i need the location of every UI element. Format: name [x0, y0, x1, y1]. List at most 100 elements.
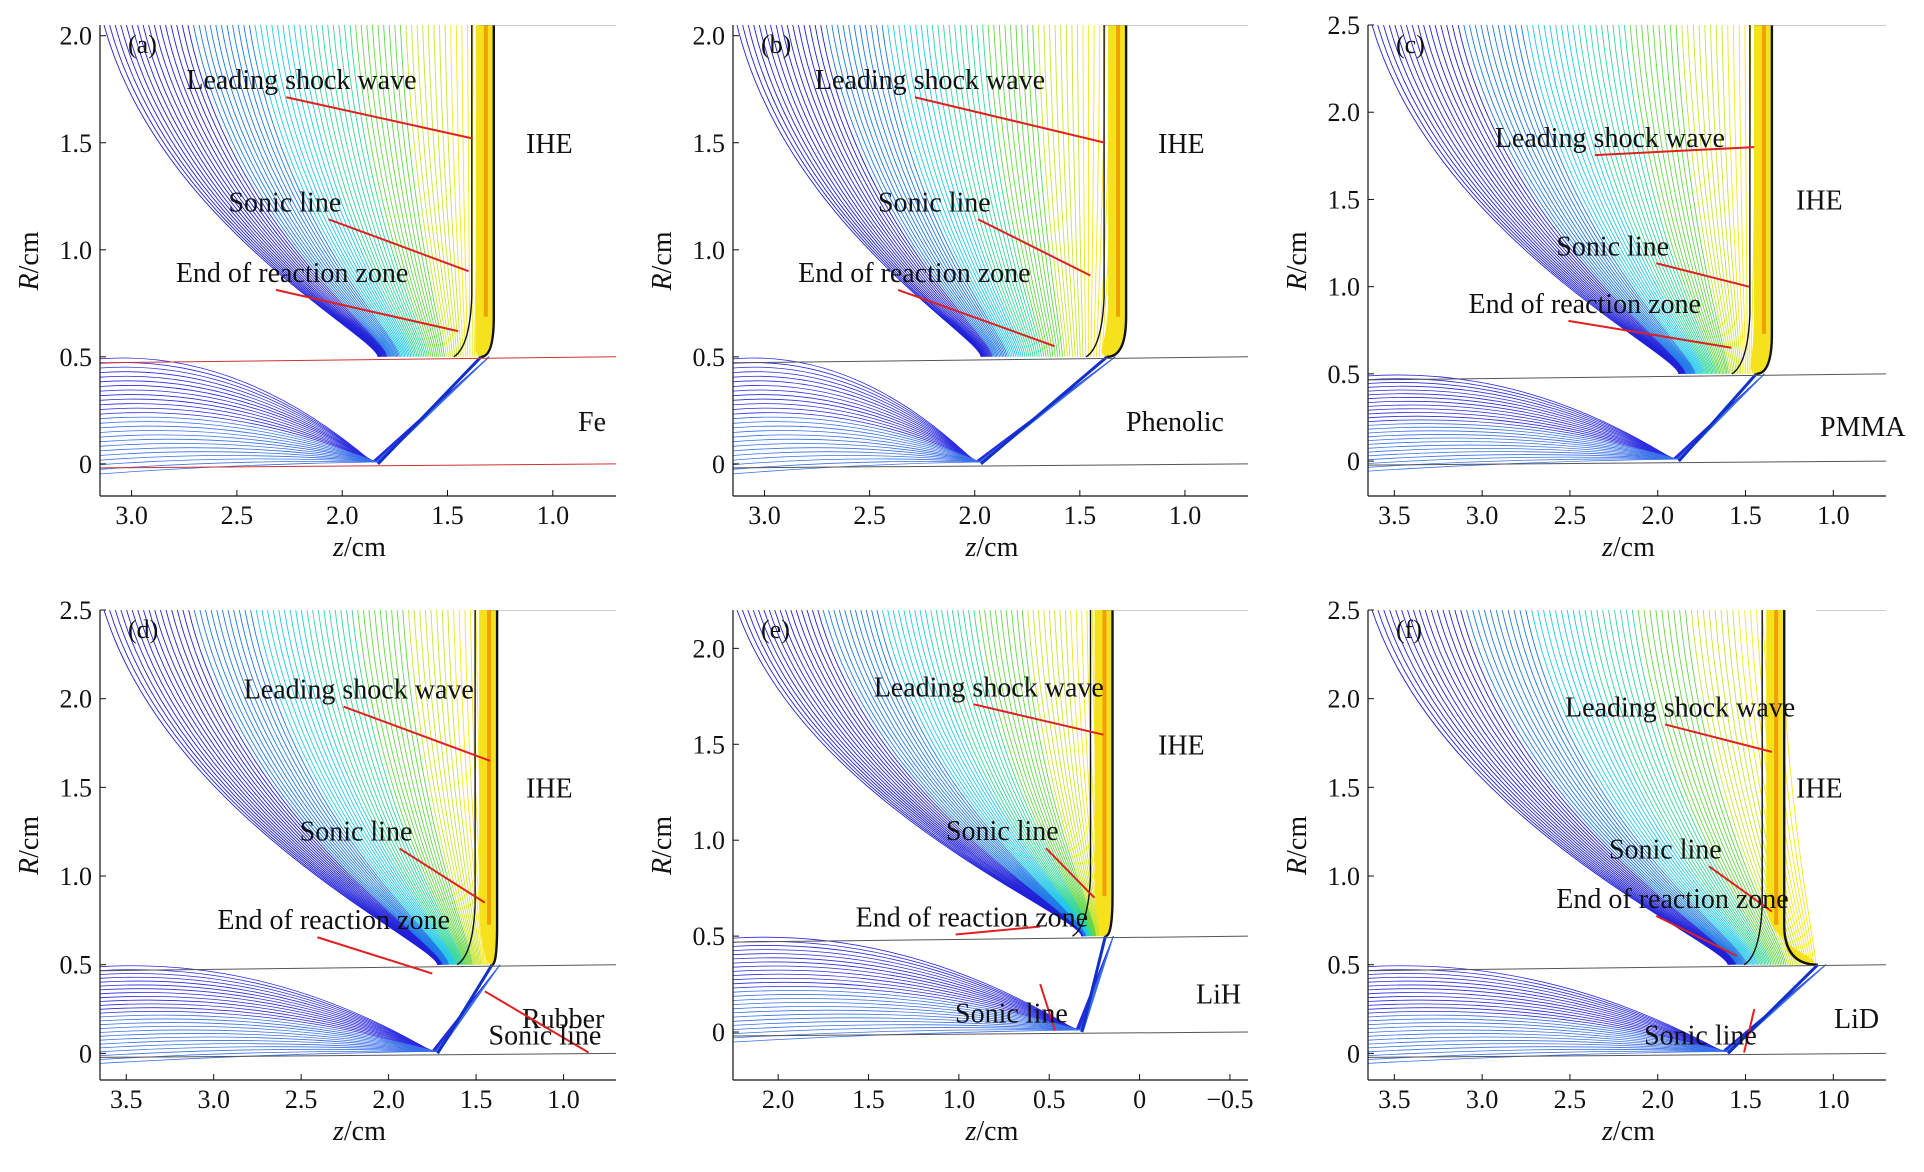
contour-line — [733, 935, 1114, 1035]
contour-field — [1368, 610, 1886, 1064]
contour-line — [344, 25, 426, 357]
contour-line — [837, 25, 996, 357]
annotation-leading-shock-wave: Leading shock wave — [815, 65, 1045, 96]
x-axis-label: z/cm — [1601, 532, 1655, 563]
contour-line — [733, 356, 1116, 463]
contour-line — [1368, 373, 1765, 460]
contour-line — [422, 25, 453, 357]
contour-line — [1060, 25, 1076, 357]
contour-line — [377, 25, 437, 357]
x-tick-label: 1.0 — [943, 1085, 976, 1114]
contour-line — [360, 25, 432, 357]
contour-line — [959, 25, 1034, 357]
contour-line — [100, 964, 501, 1052]
y-tick-label: 2.5 — [1328, 11, 1361, 40]
contour-line — [1032, 610, 1098, 937]
contour-line — [976, 25, 1040, 357]
contour-line — [1054, 25, 1073, 357]
panel-label: (d) — [128, 615, 158, 644]
axis-line — [733, 463, 1248, 469]
ihe-label: IHE — [1158, 730, 1205, 761]
y-tick-label: 0 — [79, 1039, 92, 1068]
contour-line — [1732, 25, 1745, 374]
contour-line — [1584, 610, 1760, 965]
contour-line — [1048, 610, 1099, 937]
contour-line — [338, 25, 425, 357]
contour-line — [227, 610, 447, 965]
annotation-leader — [897, 288, 1055, 348]
annotation-leading-shock-wave: Leading shock wave — [1565, 692, 1795, 723]
contour-line — [419, 610, 476, 965]
x-tick-label: 1.0 — [1817, 1085, 1850, 1114]
reaction-zone-band — [1766, 610, 1816, 965]
contour-line — [733, 356, 1116, 463]
contour-line — [733, 356, 1116, 463]
contour-line — [1368, 373, 1765, 460]
contour-line — [100, 964, 501, 1052]
y-tick-label: 1.0 — [1328, 273, 1361, 302]
contour-line — [176, 25, 386, 357]
contour-line — [1368, 373, 1765, 460]
contour-line — [100, 964, 501, 1052]
contour-line — [733, 356, 1116, 470]
contour-line — [1368, 964, 1827, 1052]
contour-line — [946, 610, 1091, 937]
contour-line — [1368, 373, 1765, 460]
contour-line — [436, 610, 479, 965]
contour-line — [965, 25, 1036, 357]
contour-line — [1495, 610, 1742, 965]
contour-line — [1368, 373, 1765, 460]
contour-line — [1710, 25, 1739, 374]
y-tick-label: 0 — [1347, 1039, 1360, 1068]
contour-line — [1368, 964, 1827, 1052]
contour-line — [385, 610, 470, 965]
contour-line — [1032, 25, 1063, 357]
contour-line — [909, 25, 1016, 357]
y-tick-label: 0.5 — [1328, 951, 1361, 980]
contour-line — [1430, 610, 1733, 965]
contour-line — [1698, 25, 1735, 374]
axis-line — [1368, 460, 1886, 466]
contour-line — [100, 356, 490, 463]
contour-line — [1368, 373, 1765, 472]
contour-line — [100, 964, 501, 1052]
contour-line — [255, 610, 450, 965]
contour-line — [733, 356, 1116, 463]
annotation-end-of-reaction-zone: End of reaction zone — [856, 903, 1088, 934]
contour-line — [881, 25, 1008, 357]
y-tick-label: 2.0 — [1328, 98, 1361, 127]
contour-line — [733, 935, 1114, 1031]
contour-line — [1428, 25, 1683, 374]
contour-line — [733, 356, 1116, 475]
contour-line — [931, 25, 1024, 357]
contour-line — [733, 935, 1114, 1031]
contour-line — [1038, 610, 1098, 937]
contour-line — [733, 356, 1116, 463]
contour-line — [1368, 964, 1827, 1052]
annotation-leader — [275, 288, 459, 333]
contour-line — [733, 935, 1114, 1031]
y-tick-label: 2.0 — [60, 22, 93, 51]
contour-line — [447, 610, 482, 965]
contour-line — [753, 25, 983, 357]
contour-line — [733, 935, 1114, 1031]
contour-line — [471, 25, 474, 357]
annotation-end-of-reaction-zone: End of reaction zone — [798, 258, 1030, 289]
leading-shock-wave-curve — [1104, 610, 1114, 938]
inert-shock-curve — [1677, 372, 1758, 463]
contour-line — [733, 356, 1116, 463]
contour-line — [831, 25, 995, 357]
contour-line — [1463, 25, 1687, 374]
contour-line — [394, 25, 443, 357]
contour-line — [1368, 373, 1765, 461]
leading-shock-wave-curve — [480, 25, 495, 359]
contour-line — [1681, 25, 1731, 374]
contour-line — [100, 356, 490, 463]
contour-line — [388, 25, 441, 357]
x-axis-label: z/cm — [965, 532, 1019, 563]
inert-shock-curve — [1080, 935, 1107, 1033]
y-tick-label: 0.5 — [60, 343, 93, 372]
contour-line — [1704, 25, 1737, 374]
contour-line — [887, 25, 1010, 357]
